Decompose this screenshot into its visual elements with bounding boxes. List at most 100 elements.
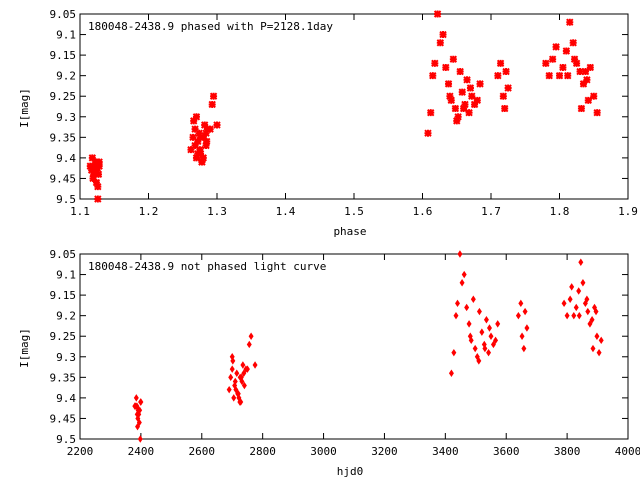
data-point (93, 166, 101, 174)
data-point (585, 307, 591, 316)
x-tick-label: 1.7 (481, 205, 501, 218)
data-point (593, 108, 601, 117)
data-point (571, 311, 577, 320)
data-point (470, 100, 479, 109)
data-point (87, 166, 96, 174)
data-points (86, 10, 601, 203)
data-point (86, 162, 94, 170)
data-point (436, 39, 445, 47)
data-point (424, 129, 432, 137)
data-point (246, 340, 252, 349)
data-point (199, 154, 208, 162)
data-point (94, 170, 103, 179)
x-tick-label: 1.2 (139, 205, 159, 218)
data-point (466, 84, 475, 92)
data-point (235, 390, 241, 398)
y-tick-label: 9.05 (50, 248, 77, 261)
data-point (490, 340, 496, 349)
data-point (472, 344, 478, 353)
x-tick-label: 2600 (189, 445, 216, 458)
data-points (132, 250, 604, 443)
data-point (577, 104, 586, 113)
data-point (572, 59, 581, 68)
data-point (518, 299, 524, 308)
x-tick-label: 1.9 (618, 205, 638, 218)
data-point (459, 279, 465, 287)
data-point (429, 71, 437, 80)
axis-ticks: 2200 2400 2600 2800 3000 3200 3400 3600 3800 4000… (50, 248, 640, 458)
data-point (136, 410, 142, 419)
data-point (92, 158, 100, 166)
data-point (192, 154, 201, 162)
data-point (583, 76, 591, 84)
data-point (496, 59, 505, 68)
data-point (459, 104, 468, 113)
data-point (555, 71, 564, 80)
data-point (584, 96, 592, 105)
data-point (456, 67, 464, 76)
data-point (135, 406, 141, 414)
y-axis-label: I[mag] (18, 328, 31, 368)
data-point (203, 137, 211, 146)
y-tick-label: 9.25 (50, 330, 77, 343)
data-point (196, 133, 205, 142)
plot-frame (79, 13, 629, 200)
data-point (486, 348, 492, 357)
data-point (439, 30, 447, 39)
y-tick-label: 9.25 (50, 90, 77, 103)
data-point (228, 373, 234, 382)
data-point (448, 369, 454, 377)
x-tick-label: 2400 (128, 445, 155, 458)
data-point (594, 332, 600, 340)
data-point (138, 398, 144, 406)
y-tick-label: 9.35 (50, 371, 77, 384)
data-point (468, 336, 474, 345)
data-point (562, 47, 571, 55)
data-point (569, 283, 575, 291)
data-point (433, 10, 442, 18)
y-tick-label: 9.4 (56, 392, 76, 405)
data-point (488, 332, 494, 340)
data-point (542, 59, 550, 68)
x-tick-label: 2800 (249, 445, 276, 458)
y-tick-label: 9.1 (56, 29, 76, 42)
x-tick-label: 2200 (67, 445, 94, 458)
data-point (464, 303, 470, 312)
data-point (202, 141, 210, 150)
x-tick-label: 3200 (371, 445, 398, 458)
data-point (596, 348, 602, 357)
y-tick-label: 9.5 (56, 193, 76, 206)
data-point (135, 422, 141, 431)
data-point (252, 361, 258, 369)
data-point (444, 80, 453, 88)
plot-title: 180048-2438.9 phased with P=2128.1day (88, 20, 333, 33)
data-point (92, 178, 101, 187)
data-point (494, 71, 502, 80)
data-point (94, 195, 102, 203)
data-point (133, 394, 139, 402)
data-point (192, 113, 201, 121)
data-point (473, 96, 482, 105)
data-point (194, 150, 202, 158)
data-point (578, 258, 584, 266)
data-point (191, 125, 199, 133)
data-point (200, 121, 209, 129)
data-point (495, 320, 501, 328)
data-point (458, 88, 466, 96)
data-point (569, 39, 577, 47)
data-point (94, 182, 102, 191)
phased-plot-panel: 180048-2438.9 phased with P=2128.1day ph… (18, 8, 638, 238)
data-point (88, 154, 97, 162)
data-point (231, 394, 237, 402)
data-point (232, 381, 238, 390)
data-point (213, 121, 221, 129)
data-point (453, 311, 459, 320)
data-point (208, 100, 216, 109)
data-point (447, 96, 455, 105)
data-point (427, 108, 435, 117)
data-point (504, 84, 512, 92)
data-point (195, 129, 203, 137)
data-point (590, 344, 596, 353)
y-tick-label: 9.45 (50, 172, 77, 185)
